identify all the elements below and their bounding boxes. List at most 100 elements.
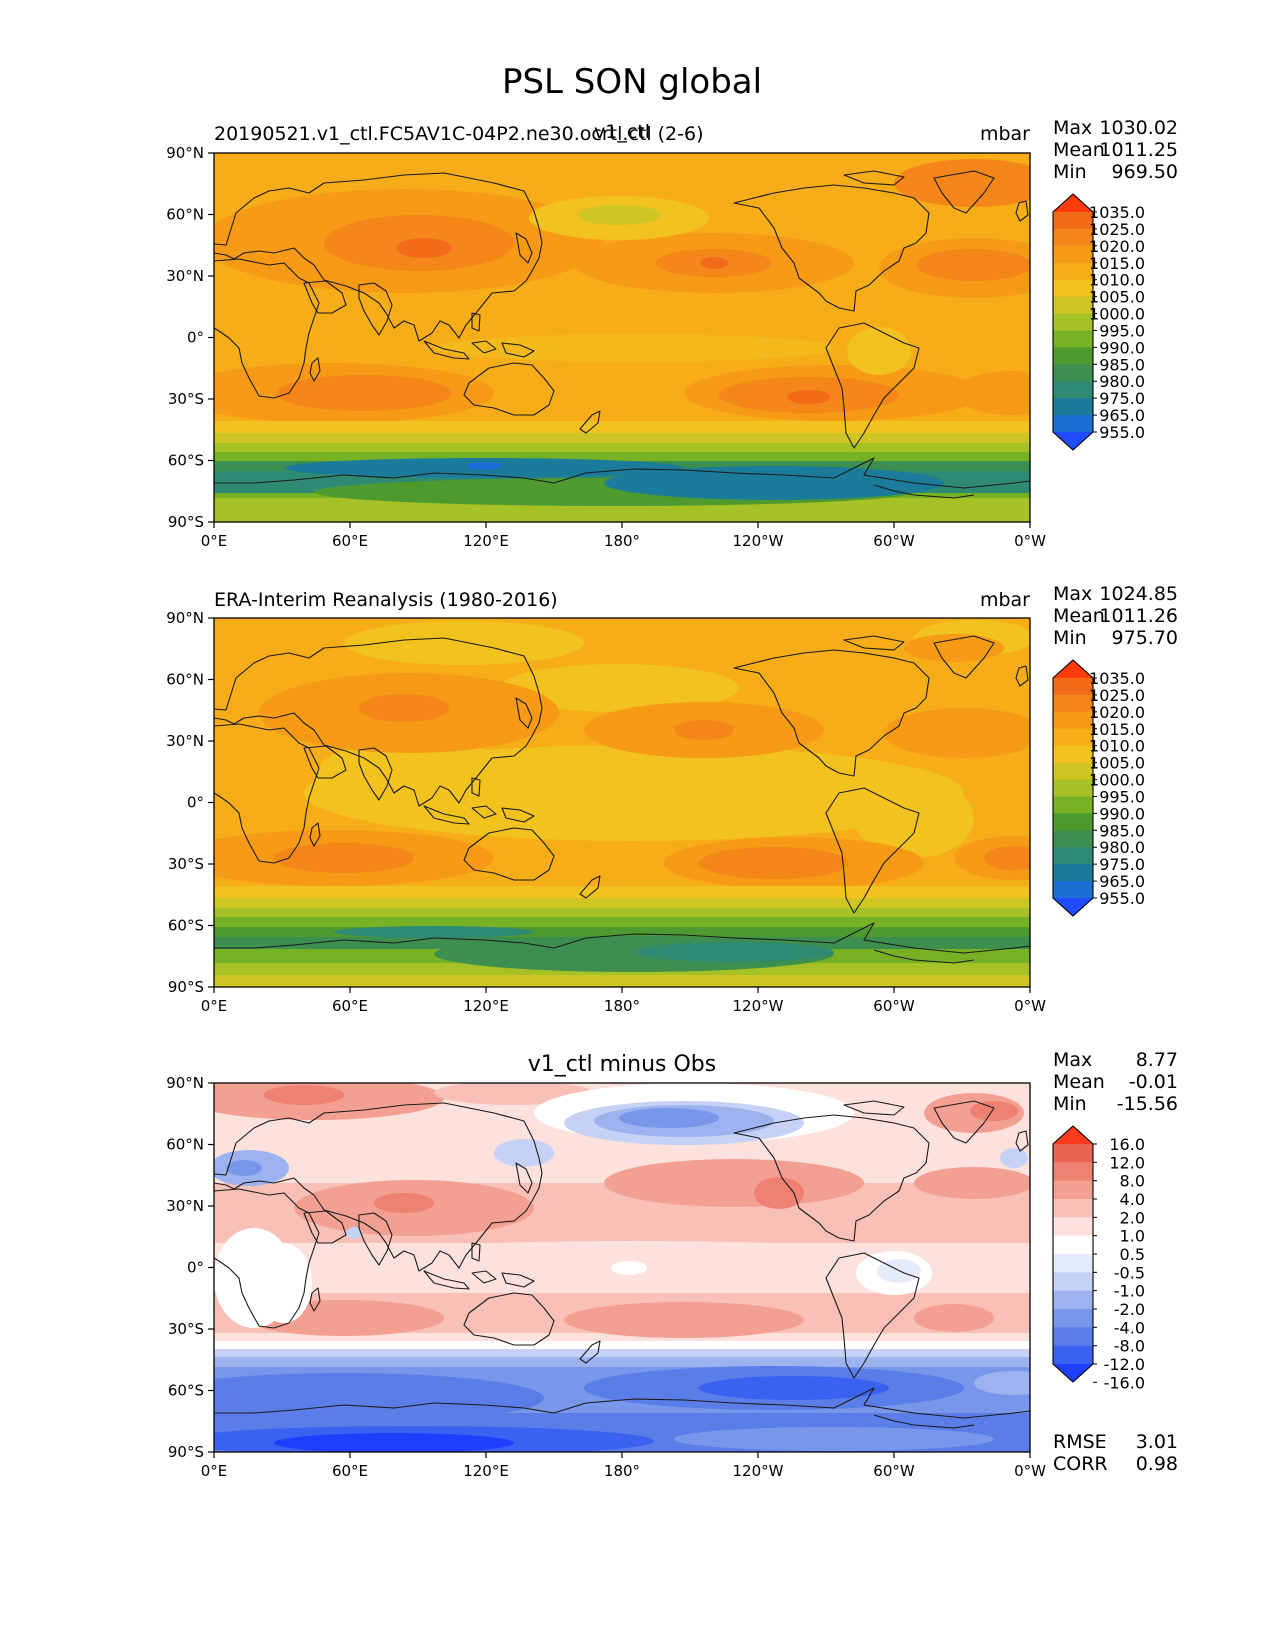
panel-2-stat-mean-value: 1011.26	[1099, 605, 1178, 627]
panel-2-stats: Max 1024.85 Mean 1011.26 Min 975.70	[1053, 583, 1178, 649]
panel-2-stat-mean-label: Mean	[1053, 605, 1105, 627]
panel-2-stat-min-label: Min	[1053, 627, 1087, 649]
colorbar-tick-label: 1005.0	[1089, 288, 1145, 307]
panel-2-xtick-label: 60°E	[332, 997, 368, 1015]
panel-1-ytick-label: 90°S	[168, 513, 204, 531]
colorbar-bin	[1053, 1217, 1093, 1237]
panel-2-ytick-label: 30°N	[166, 732, 204, 750]
colorbar-tick-label: 980.0	[1099, 372, 1145, 391]
panel-3-stat-mean-label: Mean	[1053, 1071, 1105, 1093]
colorbar-bin	[1053, 1144, 1093, 1163]
panel-obs: ERA-Interim Reanalysis (1980-2016) mbar …	[166, 583, 1178, 1015]
metric-corr-value: 0.98	[1136, 1453, 1178, 1475]
panel-3-metrics: RMSE 3.01 CORR 0.98	[1053, 1431, 1178, 1475]
panel-2-xtick-label: 120°E	[463, 997, 509, 1015]
panel-3-ytick-label: 30°N	[166, 1197, 204, 1215]
colorbar-bin	[1053, 1162, 1093, 1182]
colorbar-tick-label: 1000.0	[1089, 771, 1145, 790]
panel-1-xtick-label: 180°	[604, 532, 640, 550]
colorbar-tick-label: -12.0	[1104, 1355, 1145, 1374]
colorbar-bin	[1053, 347, 1093, 365]
panel-2-xtick-label: 0°W	[1014, 997, 1046, 1015]
panel-3-stats: Max 8.77 Mean -0.01 Min -15.56	[1053, 1049, 1178, 1115]
panel-3-ytick-label: 90°S	[168, 1443, 204, 1461]
colorbar-tick-label: -4.0	[1114, 1318, 1145, 1337]
colorbar-bin	[1053, 864, 1093, 882]
colorbar-bin	[1053, 262, 1093, 281]
colorbar-tick-label: 1005.0	[1089, 754, 1145, 773]
colorbar-tick-label: 1025.0	[1089, 220, 1145, 239]
panel-3-stat-max-label: Max	[1053, 1049, 1092, 1071]
colorbar-extend-top	[1053, 660, 1093, 678]
panel-1-xtick-label: 0°W	[1014, 532, 1046, 550]
panel-1-stat-min-value: 969.50	[1112, 161, 1178, 183]
panel-2-xtick-label: 180°	[604, 997, 640, 1015]
panel-2-xtick-label: 120°W	[733, 997, 784, 1015]
panel-3-ytick-label: 60°S	[168, 1382, 204, 1400]
panel-2-xtick-label: 60°W	[873, 997, 915, 1015]
panel-3-xtick-label: 0°E	[201, 1462, 228, 1480]
metric-rmse-value: 3.01	[1136, 1431, 1178, 1453]
colorbar-bin	[1053, 762, 1093, 781]
panel-3-xtick-label: 60°W	[873, 1462, 915, 1480]
panel-1-xtick-label: 120°E	[463, 532, 509, 550]
panel-2-left-title: ERA-Interim Reanalysis (1980-2016)	[214, 589, 558, 611]
colorbar-tick-label: 1020.0	[1089, 703, 1145, 722]
colorbar-bin	[1053, 1180, 1093, 1200]
panel-1-xtick-label: 120°W	[733, 532, 784, 550]
colorbar-tick-label: 1025.0	[1089, 686, 1145, 705]
panel-2-ytick-label: 60°N	[166, 671, 204, 689]
colorbar-tick-label: 985.0	[1099, 821, 1145, 840]
colorbar-tick-label: 980.0	[1099, 838, 1145, 857]
colorbar-bin	[1053, 830, 1093, 848]
colorbar-bin	[1053, 1199, 1093, 1218]
panel-2-ytick-label: 90°S	[168, 978, 204, 996]
colorbar-bin	[1053, 330, 1093, 348]
figure-title: PSL SON global	[502, 62, 762, 102]
metric-corr-label: CORR	[1053, 1453, 1108, 1475]
colorbar-tick-label: 1010.0	[1089, 271, 1145, 290]
colorbar-tick-label: 1035.0	[1089, 203, 1145, 222]
colorbar-tick-label: 2.0	[1120, 1208, 1145, 1227]
colorbar-bin	[1053, 1345, 1093, 1365]
colorbar-bin	[1053, 1272, 1093, 1292]
colorbar-tick-label: 965.0	[1099, 406, 1145, 425]
colorbar-tick-label: 975.0	[1099, 389, 1145, 408]
panel-1-ytick-label: 60°S	[168, 452, 204, 470]
colorbar-bin	[1053, 881, 1093, 899]
panel-1-ytick-label: 0°	[187, 329, 204, 347]
panel-3-stat-mean-value: -0.01	[1129, 1071, 1178, 1093]
panel-1-xtick-label: 60°W	[873, 532, 915, 550]
colorbar-tick-label: -0.5	[1114, 1263, 1145, 1282]
panel-diff: v1_ctl minus Obs 0°E 60°E 120°E 180° 120°W 60…	[166, 1049, 1178, 1480]
panel-2-stat-max-label: Max	[1053, 583, 1092, 605]
colorbar-extend-top	[1053, 1126, 1093, 1144]
panel-3-colorbar: 16.012.08.04.02.01.00.5-0.5-1.0-2.0-4.0-…	[1052, 1125, 1145, 1392]
colorbar-tick-label: 1020.0	[1089, 237, 1145, 256]
panel-model: 20190521.v1_ctl.FC5AV1C-04P2.ne30.ocrtl.…	[166, 117, 1178, 550]
panel-1-axes: 0°E 60°E 120°E 180° 120°W 60°W 0°W 90°N 60°N 30°N…	[166, 144, 1046, 550]
colorbar-bin	[1053, 228, 1093, 247]
panel-1-stat-mean-label: Mean	[1053, 139, 1105, 161]
colorbar-bin	[1053, 279, 1093, 298]
panel-1-stat-mean-value: 1011.25	[1099, 139, 1178, 161]
colorbar-bin	[1053, 1309, 1093, 1328]
panel-3-center-title: v1_ctl minus Obs	[528, 1052, 716, 1077]
panel-1-colorbar: 1035.01025.01020.01015.01010.01005.01000…	[1052, 193, 1145, 451]
panel-3-ytick-label: 0°	[187, 1259, 204, 1277]
colorbar-extend-bottom	[1053, 898, 1093, 916]
panel-3-ytick-label: 60°N	[166, 1136, 204, 1154]
colorbar-bin	[1053, 381, 1093, 399]
panel-2-stat-min-value: 975.70	[1112, 627, 1178, 649]
panel-3-stat-min-label: Min	[1053, 1093, 1087, 1115]
colorbar-tick-label: 0.5	[1120, 1245, 1145, 1264]
colorbar-tick-label: 990.0	[1099, 804, 1145, 823]
panel-2-stat-max-value: 1024.85	[1099, 583, 1178, 605]
panel-2-ytick-label: 30°S	[168, 855, 204, 873]
colorbar-tick-label: 955.0	[1099, 889, 1145, 908]
colorbar-bin	[1053, 415, 1093, 433]
colorbar-bin	[1053, 398, 1093, 416]
colorbar-tick-label: 995.0	[1099, 787, 1145, 806]
panel-1-xtick-label: 60°E	[332, 532, 368, 550]
